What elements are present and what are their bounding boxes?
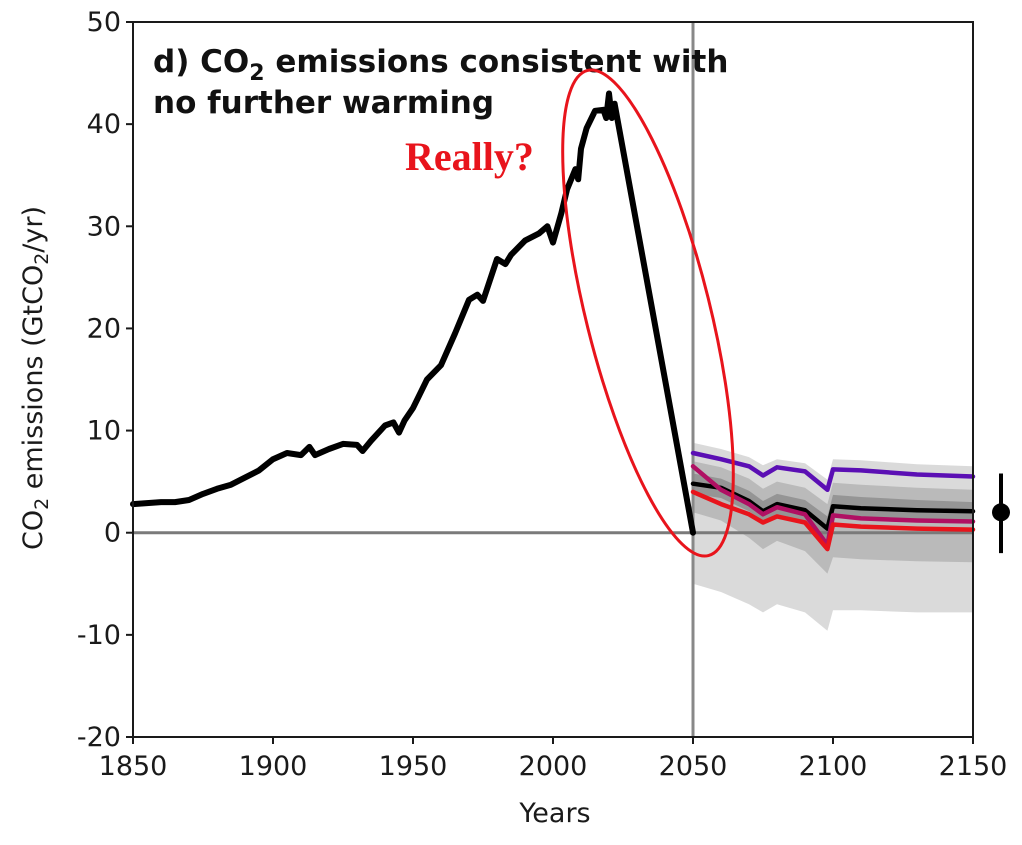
y-axis-label: CO2 emissions (GtCO2/yr) bbox=[18, 206, 53, 550]
y-tick-label: 40 bbox=[87, 109, 121, 140]
x-tick-label: 2000 bbox=[519, 751, 588, 782]
series-lines bbox=[130, 90, 976, 552]
annotation-ellipse bbox=[561, 68, 735, 558]
series-line-3 bbox=[690, 481, 976, 531]
x-axis-label: Years bbox=[518, 798, 590, 829]
axes-frame bbox=[132, 21, 974, 738]
x-tick-label: 2100 bbox=[799, 751, 868, 782]
y-tick-label: 30 bbox=[87, 211, 121, 242]
y-tick-label: 10 bbox=[87, 416, 121, 447]
y-tick-label: -20 bbox=[77, 722, 121, 753]
series-line-1 bbox=[130, 90, 696, 536]
series-line-4 bbox=[690, 464, 976, 548]
axis-ticks: 1850 1900 1950 2000 2050 2100 2150 50 40 30 20 10 0 -… bbox=[77, 7, 1007, 782]
chart-title-line2: no further warming bbox=[153, 85, 494, 121]
range-marker-dot bbox=[992, 503, 1010, 522]
x-tick-label: 1950 bbox=[379, 751, 448, 782]
x-tick-label: 2150 bbox=[939, 751, 1008, 782]
chart-title: d) CO2 emissions consistent with bbox=[153, 44, 728, 86]
annotation-label: Really? bbox=[405, 134, 534, 179]
x-tick-label: 1850 bbox=[99, 751, 168, 782]
y-tick-label: 20 bbox=[87, 313, 121, 344]
x-tick-label: 2050 bbox=[659, 751, 728, 782]
series-line-2 bbox=[690, 450, 976, 493]
x-tick-label: 1900 bbox=[239, 751, 308, 782]
range-marker bbox=[992, 473, 1010, 554]
y-tick-label: -10 bbox=[77, 620, 121, 651]
series-line-5 bbox=[690, 489, 976, 552]
y-tick-label: 0 bbox=[104, 518, 121, 549]
y-tick-label: 50 bbox=[87, 7, 121, 38]
